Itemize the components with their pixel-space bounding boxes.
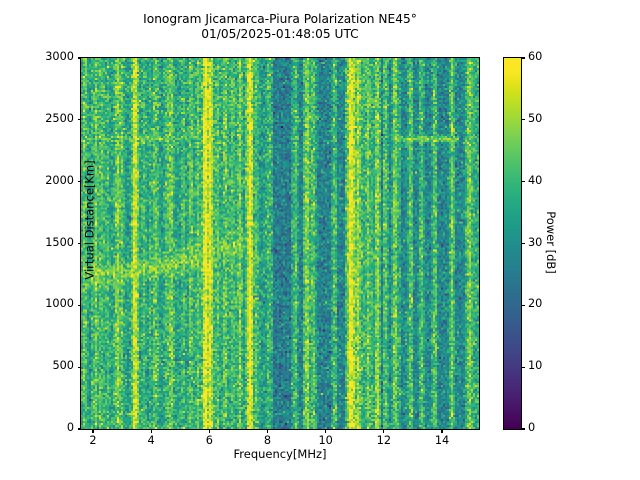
y-tick-label: 2000 bbox=[45, 173, 74, 187]
colorbar-tick-label: 40 bbox=[528, 173, 543, 187]
ionogram-heatmap bbox=[81, 58, 479, 429]
y-tick-mark bbox=[77, 304, 81, 306]
x-tick-label: 4 bbox=[147, 434, 155, 447]
colorbar-tick-label: 20 bbox=[528, 297, 543, 311]
colorbar-tick-label: 50 bbox=[528, 111, 543, 125]
x-tick-mark bbox=[383, 429, 385, 433]
x-tick-mark bbox=[325, 429, 327, 433]
x-axis-label: Frequency[MHz] bbox=[233, 447, 327, 461]
colorbar-tick-mark bbox=[521, 304, 525, 306]
y-tick-label: 2500 bbox=[45, 111, 74, 125]
chart-title: Ionogram Jicamarca-Piura Polarization NE… bbox=[143, 12, 417, 41]
y-tick-label: 0 bbox=[66, 421, 74, 434]
plot-axes: Virtual Distance[Km] 0 500 1000 1500 2000 250… bbox=[45, 50, 480, 461]
x-tick-label: 12 bbox=[376, 434, 392, 447]
x-tick-label: 10 bbox=[318, 434, 333, 447]
colorbar: 0 10 20 30 40 50 60 bbox=[503, 50, 542, 434]
x-tick-label: 2 bbox=[89, 434, 97, 447]
y-tick-label: 500 bbox=[52, 359, 74, 373]
y-tick-label: 1500 bbox=[45, 235, 74, 249]
y-tick-label: 1000 bbox=[45, 297, 74, 311]
colorbar-tick-mark bbox=[521, 119, 525, 121]
x-tick-label: 14 bbox=[434, 434, 450, 447]
y-tick-mark bbox=[77, 181, 81, 183]
y-tick-label: 3000 bbox=[45, 50, 74, 63]
y-tick-mark bbox=[77, 242, 81, 245]
colorbar-tick-mark bbox=[521, 242, 525, 245]
colorbar-gradient bbox=[504, 58, 521, 429]
x-tick-mark bbox=[266, 429, 269, 433]
x-tick-mark bbox=[92, 429, 94, 433]
x-tick-mark bbox=[150, 429, 152, 433]
x-tick-mark bbox=[208, 429, 210, 433]
y-axis-label: Virtual Distance[Km] bbox=[82, 160, 97, 280]
colorbar-tick-label: 30 bbox=[528, 235, 543, 249]
x-tick-mark bbox=[441, 429, 443, 433]
y-tick-mark bbox=[77, 366, 81, 368]
colorbar-tick-label: 10 bbox=[528, 359, 543, 373]
x-tick-label: 6 bbox=[205, 434, 213, 447]
colorbar-tick-label: 0 bbox=[528, 421, 536, 434]
y-tick-mark bbox=[77, 119, 81, 121]
colorbar-tick-mark bbox=[521, 366, 525, 368]
colorbar-tick-label: 60 bbox=[528, 50, 543, 63]
colorbar-tick-mark bbox=[521, 181, 525, 183]
colorbar-label: Power [dB] bbox=[544, 211, 558, 274]
colorbar-tick-mark bbox=[521, 57, 525, 59]
x-tick-label: 8 bbox=[263, 434, 272, 447]
colorbar-tick-mark bbox=[521, 428, 525, 430]
y-tick-mark bbox=[77, 428, 81, 430]
y-tick-mark bbox=[77, 57, 81, 59]
